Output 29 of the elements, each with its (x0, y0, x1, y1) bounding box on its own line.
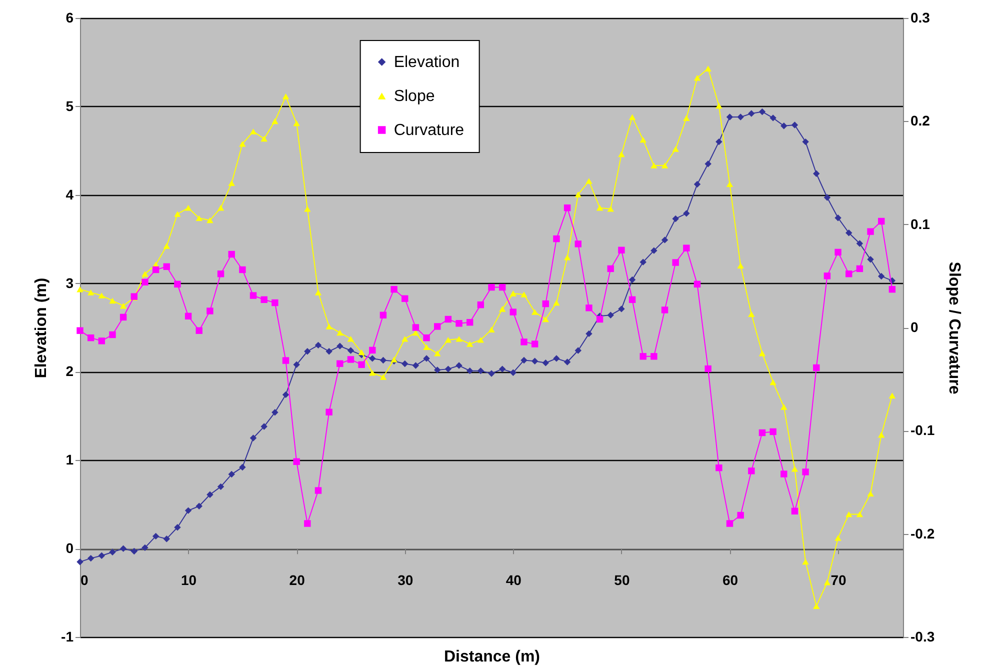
y-tick-label: 2 (66, 363, 74, 380)
y-tick-label: 6 (66, 10, 74, 26)
y2-tick-label: -0.3 (910, 628, 935, 644)
legend-label: Curvature (394, 122, 464, 139)
y-tick-label: -1 (61, 628, 74, 644)
x-axis-title: Distance (m) (444, 648, 540, 666)
y-tick-label: 1 (66, 452, 74, 468)
x-tick-label: 30 (398, 572, 414, 588)
x-tick-label: 60 (722, 572, 738, 588)
y2-tick-label: -0.1 (910, 422, 935, 438)
x-tick-label: 20 (289, 572, 306, 588)
y2-tick-label: 0 (910, 319, 918, 335)
y2-tick-label: 0.3 (910, 10, 930, 26)
legend-label: Slope (394, 88, 435, 105)
x-tick-label: 50 (614, 572, 630, 588)
x-tick-label: 10 (181, 572, 197, 588)
x-tick-label: 0 (80, 572, 88, 588)
y2-tick-label: -0.2 (910, 525, 935, 542)
y-axis-title: Elevation (m) (33, 278, 50, 378)
y2-tick-label: 0.1 (910, 216, 930, 232)
x-tick-label: 70 (830, 572, 847, 588)
y2-tick-label: 0.2 (910, 112, 930, 129)
y2-axis-title: Slope / Curvature (946, 262, 963, 394)
legend-label: Elevation (394, 54, 460, 71)
y-tick-label: 3 (66, 274, 74, 291)
y-tick-label: 0 (66, 540, 74, 556)
y-tick-label: 4 (66, 186, 74, 202)
y-tick-label: 5 (66, 98, 74, 114)
x-tick-label: 40 (506, 572, 522, 588)
